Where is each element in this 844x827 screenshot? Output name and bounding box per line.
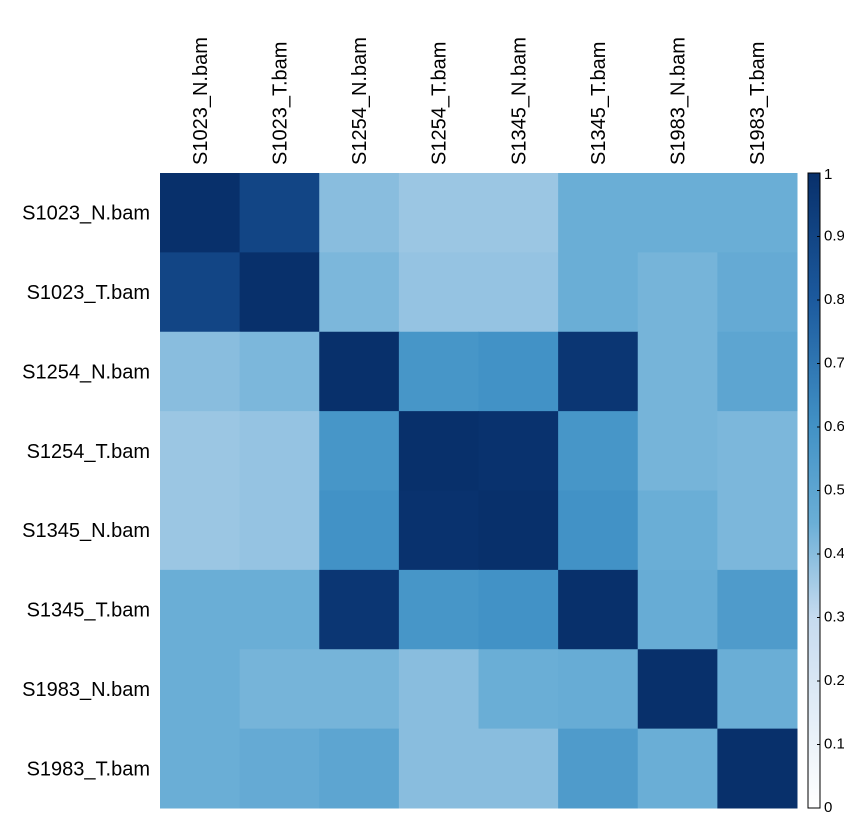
heatmap-cell	[319, 331, 400, 412]
heatmap-cell	[319, 252, 400, 333]
heatmap-cell	[398, 490, 479, 571]
heatmap-cell	[478, 728, 559, 809]
heatmap-cell	[717, 569, 798, 650]
colorbar-tick-label: 0.2	[824, 672, 844, 689]
heatmap-cell	[160, 649, 241, 730]
colorbar-tick-label: 0.6	[824, 418, 844, 435]
colorbar-tick-label: 0.8	[824, 291, 844, 308]
row-label: S1345_N.bam	[22, 520, 150, 542]
heatmap-cell	[478, 331, 559, 412]
heatmap-cell	[637, 649, 718, 730]
column-label: S1983_T.bam	[747, 42, 769, 165]
heatmap-cell	[478, 173, 559, 253]
heatmap-cell	[398, 173, 479, 253]
heatmap-cell	[478, 490, 559, 571]
heatmap-cell	[398, 411, 479, 491]
heatmap-cell	[160, 173, 241, 253]
heatmap-cell	[319, 173, 400, 253]
column-label: S1983_N.bam	[668, 37, 690, 165]
heatmap-cell	[717, 490, 798, 571]
colorbar-tick-label: 0.9	[824, 227, 844, 244]
column-label: S1345_N.bam	[508, 37, 530, 165]
heatmap-cell	[160, 490, 241, 571]
heatmap-cell	[319, 411, 400, 491]
heatmap-cell	[717, 411, 798, 491]
colorbar-tick-label: 0	[824, 799, 832, 816]
heatmap-cell	[558, 728, 639, 809]
heatmap-cell	[239, 569, 320, 650]
heatmap-cell	[717, 649, 798, 730]
heatmap-cell	[160, 411, 241, 491]
heatmap-cell	[319, 569, 400, 650]
colorbar-tick-label: 1	[824, 166, 832, 183]
heatmap-cell	[478, 411, 559, 491]
heatmap-cell	[160, 331, 241, 412]
row-label: S1983_N.bam	[22, 679, 150, 701]
heatmap-cell	[558, 331, 639, 412]
heatmap-cell	[239, 490, 320, 571]
row-label: S1254_N.bam	[22, 361, 150, 383]
heatmap-cell	[239, 728, 320, 809]
heatmap-cell	[478, 649, 559, 730]
heatmap-cell	[319, 728, 400, 809]
heatmap-cell	[717, 331, 798, 412]
heatmap-cell	[319, 649, 400, 730]
heatmap-cell	[160, 569, 241, 650]
row-label: S1023_T.bam	[27, 282, 150, 304]
heatmap-cell	[319, 490, 400, 571]
heatmap-cell	[160, 728, 241, 809]
heatmap-cell	[558, 252, 639, 333]
heatmap-cell	[637, 569, 718, 650]
heatmap-cell	[239, 252, 320, 333]
heatmap-cell	[717, 173, 798, 253]
heatmap-cell	[558, 173, 639, 253]
heatmap-cell	[239, 411, 320, 491]
heatmap-cell	[637, 173, 718, 253]
heatmap-cell	[637, 728, 718, 809]
heatmap-cell	[717, 252, 798, 333]
heatmap-cell	[160, 252, 241, 333]
row-label: S1345_T.bam	[27, 600, 150, 622]
colorbar-tick-label: 0.1	[824, 735, 844, 752]
colorbar-tick-label: 0.3	[824, 608, 844, 625]
heatmap-cell	[558, 649, 639, 730]
row-label: S1023_N.bam	[22, 203, 150, 225]
row-label: S1983_T.bam	[27, 758, 150, 780]
heatmap-cell	[637, 490, 718, 571]
heatmap-cell	[478, 252, 559, 333]
row-label: S1254_T.bam	[27, 441, 150, 463]
heatmap-cell	[239, 331, 320, 412]
heatmap-cell	[478, 569, 559, 650]
column-label: S1345_T.bam	[588, 42, 610, 165]
heatmap-cell	[398, 728, 479, 809]
column-label: S1023_N.bam	[190, 37, 212, 165]
heatmap-cell	[637, 331, 718, 412]
colorbar-tick-label: 0.5	[824, 481, 844, 498]
column-label: S1023_T.bam	[269, 42, 291, 165]
heatmap-cell	[558, 411, 639, 491]
colorbar-tick-label: 0.4	[824, 545, 844, 562]
heatmap-cell	[558, 569, 639, 650]
heatmap-cell	[558, 490, 639, 571]
column-label: S1254_T.bam	[429, 42, 451, 165]
heatmap-cell	[239, 173, 320, 253]
heatmap-cell	[398, 252, 479, 333]
heatmap-cell	[637, 252, 718, 333]
heatmap-cell	[398, 331, 479, 412]
heatmap-cell	[398, 569, 479, 650]
heatmap-cell	[398, 649, 479, 730]
heatmap-cell	[239, 649, 320, 730]
column-label: S1254_N.bam	[349, 37, 371, 165]
colorbar-tick-label: 0.7	[824, 354, 844, 371]
heatmap-cell	[637, 411, 718, 491]
heatmap-cell	[717, 728, 798, 809]
